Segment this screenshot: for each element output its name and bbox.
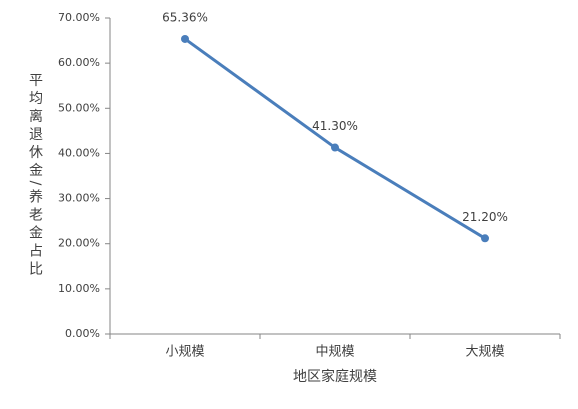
y-tick-label: 0.00% (65, 327, 100, 340)
y-tick-label: 20.00% (58, 237, 100, 250)
x-tick-label: 小规模 (165, 345, 204, 360)
data-point (331, 143, 339, 152)
data-label: 65.36% (162, 10, 208, 24)
y-tick-label: 30.00% (58, 192, 100, 205)
y-tick-label: 10.00% (58, 282, 100, 295)
data-point (181, 34, 189, 43)
y-tick-label: 40.00% (58, 146, 100, 159)
y-tick-label: 50.00% (58, 101, 100, 114)
x-tick-label: 中规模 (315, 345, 354, 360)
data-line (184, 37, 486, 240)
data-label: 21.20% (462, 210, 508, 224)
y-tick-label: 70.00% (58, 11, 100, 24)
x-axis-title: 地区家庭规模 (293, 368, 377, 385)
data-label: 41.30% (312, 119, 358, 133)
x-tick-label: 大规模 (465, 345, 504, 360)
y-axis-title: 平均离退休金/养老金占比 (27, 73, 43, 280)
data-point (481, 234, 489, 243)
y-tick-label: 60.00% (58, 56, 100, 69)
